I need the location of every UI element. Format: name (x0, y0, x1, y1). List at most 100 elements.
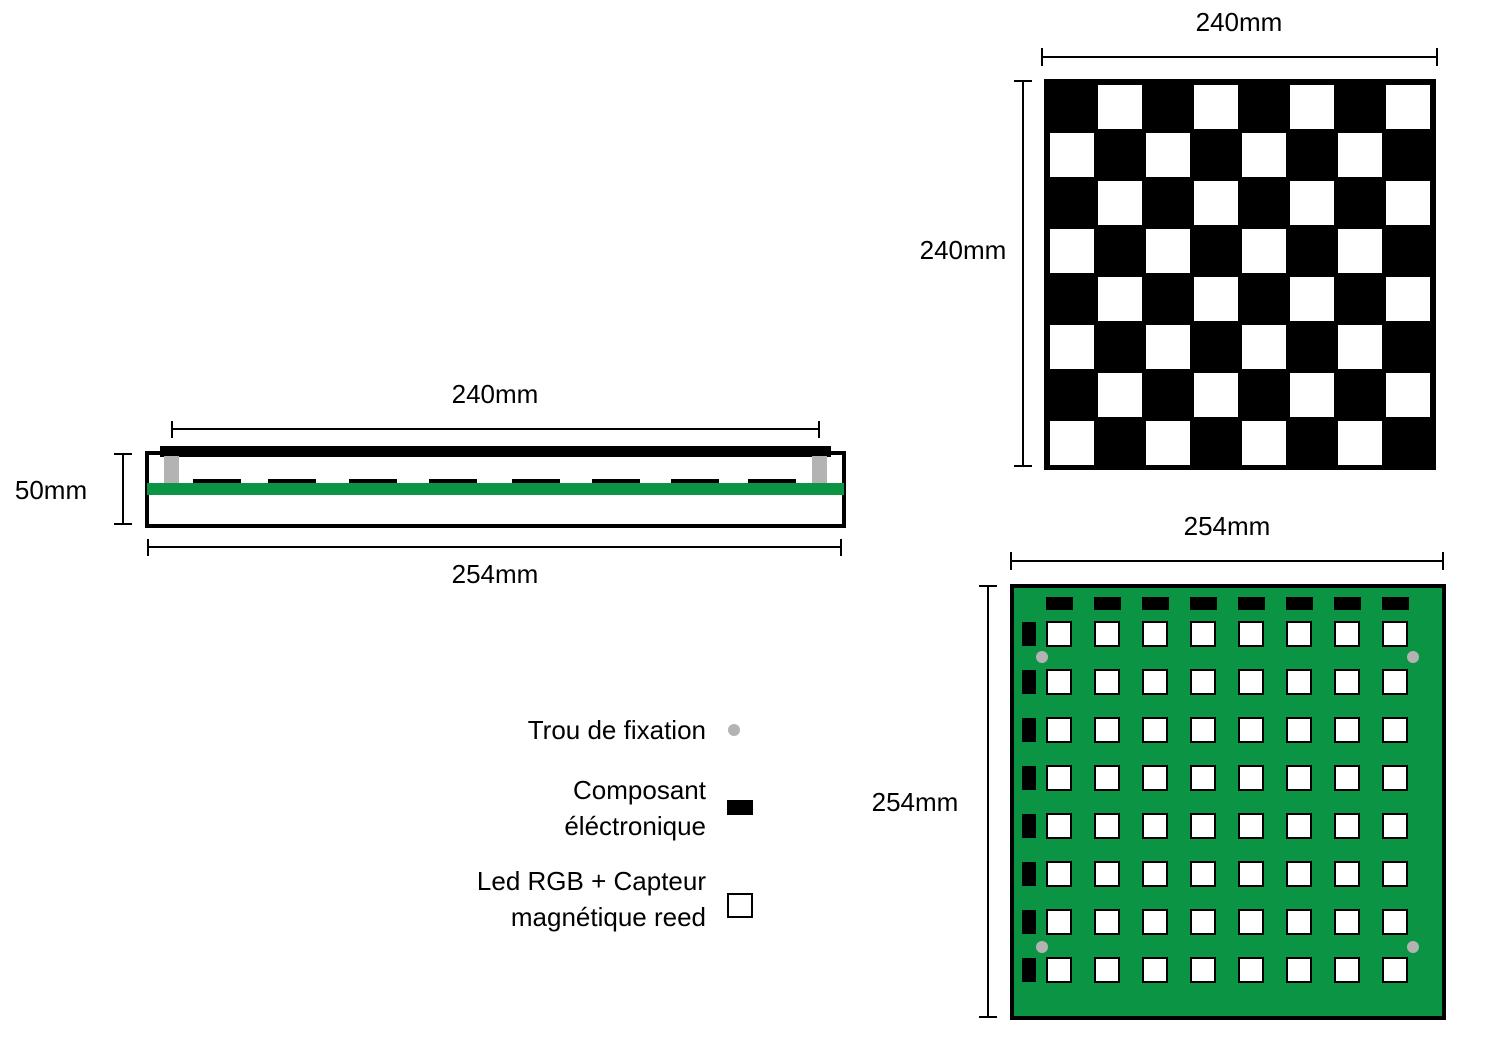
led-reed-sensor (1190, 957, 1216, 983)
led-reed-sensor (1142, 621, 1168, 647)
led-reed-sensor (1046, 957, 1072, 983)
led-reed-sensor (1094, 957, 1120, 983)
board-white-square (1338, 325, 1382, 369)
led-reed-sensor (1286, 669, 1312, 695)
led-reed-sensor (1142, 669, 1168, 695)
led-reed-sensor (1238, 909, 1264, 935)
pcb-component (1190, 597, 1217, 610)
led-reed-sensor (1046, 861, 1072, 887)
led-reed-sensor (1334, 909, 1360, 935)
board-white-square (1242, 133, 1286, 177)
led-reed-sensor (1238, 861, 1264, 887)
chessboard-view: 240mm 240mm (920, 7, 1438, 470)
led-reed-sensor (1382, 765, 1408, 791)
led-reed-sensor (1238, 957, 1264, 983)
led-reed-sensor (1094, 813, 1120, 839)
board-white-square (1386, 85, 1430, 129)
led-reed-sensor (1046, 717, 1072, 743)
legend: Trou de fixation Composant éléctronique … (477, 715, 753, 932)
side-component (349, 479, 397, 484)
led-reed-sensor (1334, 669, 1360, 695)
pcb-component (1022, 958, 1036, 982)
led-reed-sensor (1190, 669, 1216, 695)
led-reed-sensor (1238, 717, 1264, 743)
board-width-dimension (1041, 48, 1438, 66)
legend-mounting-hole-symbol (728, 724, 740, 736)
board-white-square (1242, 421, 1286, 465)
legend-led-label-line1: Led RGB + Capteur (477, 866, 706, 896)
board-white-square (1386, 277, 1430, 321)
led-reed-sensor (1142, 909, 1168, 935)
mounting-hole (1407, 941, 1419, 953)
side-component (512, 479, 560, 484)
led-reed-sensor (1046, 669, 1072, 695)
board-white-square (1242, 325, 1286, 369)
led-reed-sensor (1382, 813, 1408, 839)
led-reed-sensor (1286, 957, 1312, 983)
pcb-component (1022, 910, 1036, 934)
pcb-width-dimension (1010, 552, 1444, 570)
board-white-square (1338, 421, 1382, 465)
board-white-square (1146, 421, 1190, 465)
pcb-board (1010, 584, 1446, 1020)
side-view: 240mm 50mm 254mm (15, 379, 846, 589)
board-white-square (1242, 229, 1286, 273)
side-component (592, 479, 640, 484)
pcb-component (1142, 597, 1169, 610)
pcb-component (1046, 597, 1073, 610)
side-top-dimension (171, 421, 820, 438)
led-reed-sensor (1382, 621, 1408, 647)
led-reed-sensor (1190, 765, 1216, 791)
led-reed-sensor (1142, 765, 1168, 791)
legend-led-label-line2: magnétique reed (511, 902, 706, 932)
mounting-hole (1036, 651, 1048, 663)
board-white-square (1386, 373, 1430, 417)
board-white-square (1050, 229, 1094, 273)
pcb-view: 254mm 254mm (872, 511, 1446, 1020)
led-reed-sensor (1238, 669, 1264, 695)
side-height-label: 50mm (15, 475, 87, 505)
board-white-square (1386, 181, 1430, 225)
led-reed-sensor (1238, 765, 1264, 791)
pcb-component (1022, 766, 1036, 790)
led-reed-sensor (1094, 621, 1120, 647)
led-reed-sensor (1334, 717, 1360, 743)
led-reed-sensor (1142, 717, 1168, 743)
board-white-square (1050, 133, 1094, 177)
board-width-label: 240mm (1196, 7, 1283, 37)
board-white-square (1098, 85, 1142, 129)
pcb-component (1022, 814, 1036, 838)
led-reed-sensor (1046, 909, 1072, 935)
led-reed-sensor (1094, 717, 1120, 743)
board-white-square (1146, 133, 1190, 177)
pcb-component (1238, 597, 1265, 610)
legend-mounting-hole-label: Trou de fixation (528, 715, 706, 745)
board-white-square (1290, 277, 1334, 321)
board-height-dimension (1014, 80, 1032, 467)
led-reed-sensor (1142, 861, 1168, 887)
led-reed-sensor (1382, 669, 1408, 695)
led-reed-sensor (1286, 813, 1312, 839)
led-reed-sensor (1094, 765, 1120, 791)
legend-component-symbol (727, 800, 753, 815)
board-white-square (1050, 421, 1094, 465)
led-reed-sensor (1382, 957, 1408, 983)
led-reed-sensor (1382, 861, 1408, 887)
led-reed-sensor (1286, 861, 1312, 887)
board-white-square (1194, 373, 1238, 417)
board-white-square (1098, 181, 1142, 225)
spacer-left (164, 456, 179, 486)
board-white-square (1098, 373, 1142, 417)
pcb-component (1382, 597, 1409, 610)
led-reed-sensor (1142, 813, 1168, 839)
side-pcb (147, 483, 844, 495)
pcb-component (1094, 597, 1121, 610)
led-reed-sensor (1190, 909, 1216, 935)
pcb-component (1334, 597, 1361, 610)
board-white-square (1146, 325, 1190, 369)
led-reed-sensor (1238, 621, 1264, 647)
led-reed-sensor (1190, 621, 1216, 647)
spacer-right (812, 456, 827, 486)
mounting-hole (1036, 941, 1048, 953)
led-reed-sensor (1238, 813, 1264, 839)
